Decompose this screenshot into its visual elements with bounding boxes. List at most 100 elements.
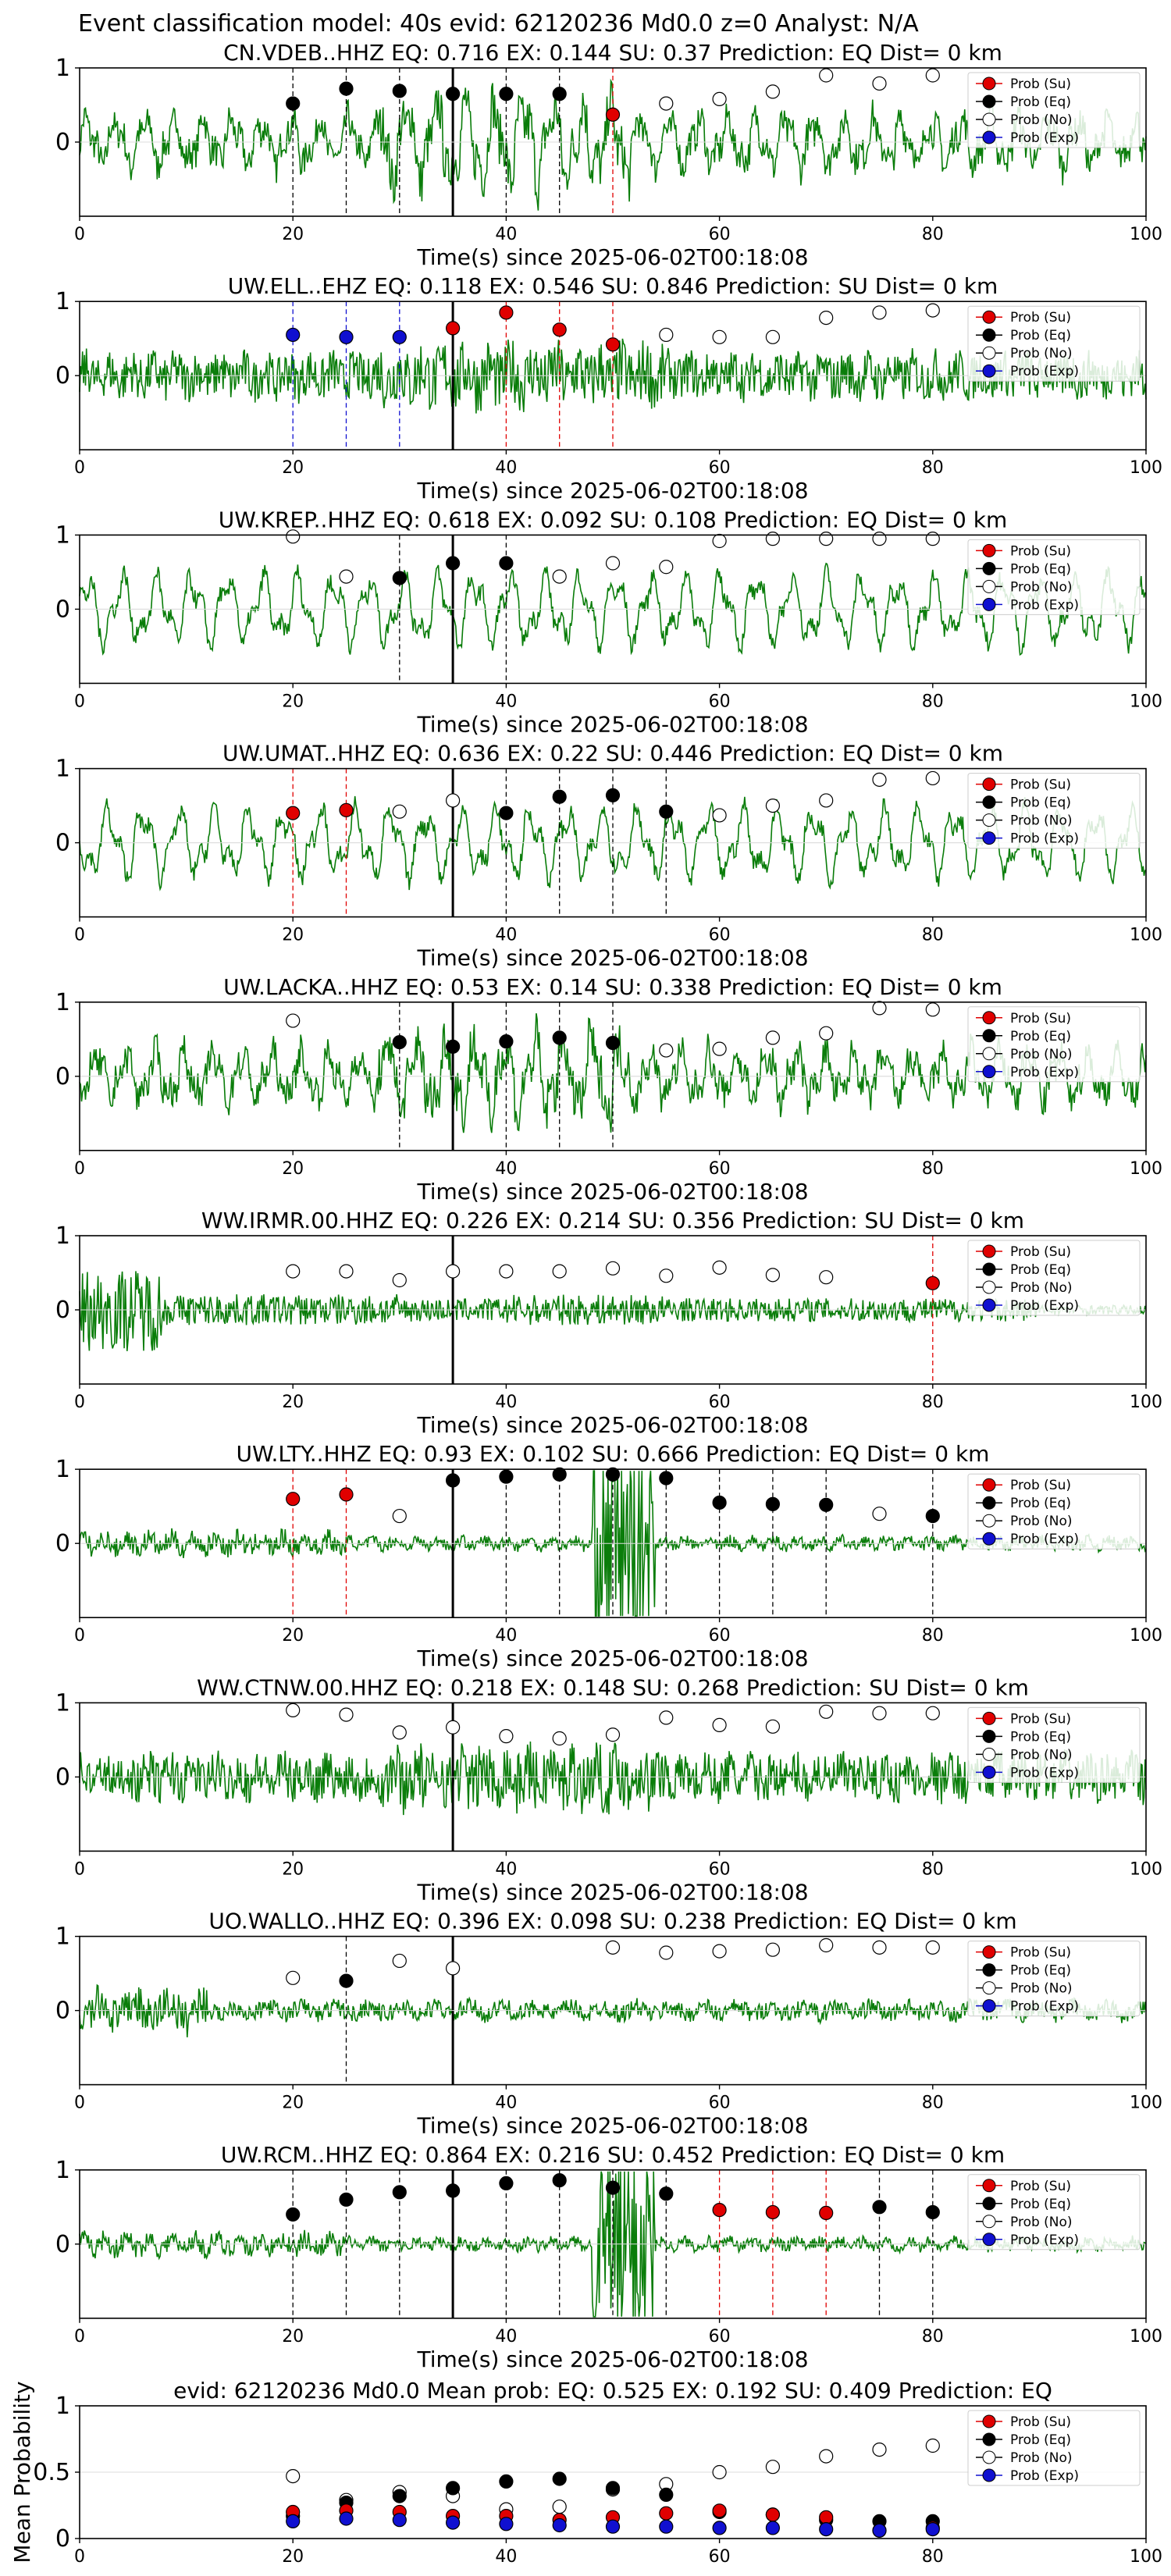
mean-prob-point-no: [765, 2460, 781, 2475]
legend-marker-no: [982, 813, 996, 827]
x-tick-label: 80: [922, 1859, 944, 1879]
legend-label: Prob (Exp): [1010, 1765, 1079, 1781]
mean-prob-point-exp: [819, 2522, 834, 2537]
prob-point-eq: [445, 1473, 461, 1488]
panel-title: WW.CTNW.00.HHZ EQ: 0.218 EX: 0.148 SU: 0…: [197, 1674, 1029, 1700]
mean-prob-point-eq: [552, 2471, 567, 2486]
mean-prob-point-su: [765, 2507, 781, 2522]
x-axis-label: Time(s) since 2025-06-02T00:18:08: [416, 1179, 808, 1204]
prob-point-eq: [819, 1497, 834, 1512]
prob-point-eq: [552, 87, 567, 101]
prob-point-no: [499, 1264, 514, 1279]
prob-point-no: [925, 68, 940, 83]
legend-label: Prob (Exp): [1010, 364, 1079, 379]
mean-prob-point-eq: [605, 2481, 621, 2496]
legend-box: [967, 1706, 1141, 1783]
x-tick-label: 60: [709, 1393, 731, 1412]
x-tick-label: 80: [922, 2327, 944, 2347]
y-tick-label: 1: [55, 288, 70, 315]
legend-box: [967, 2174, 1141, 2250]
prob-point-no: [659, 1043, 674, 1058]
legend-label: Prob (No): [1010, 1514, 1073, 1529]
mean-prob-point-exp: [605, 2519, 621, 2534]
prob-point-eq: [339, 2192, 354, 2207]
x-tick-label: 0: [74, 1859, 85, 1879]
legend-marker-su: [982, 777, 996, 792]
x-tick-label: 60: [709, 1159, 731, 1179]
prob-point-no: [872, 532, 887, 546]
legend-label: Prob (Su): [1010, 1945, 1071, 1961]
prob-point-no: [925, 1002, 940, 1017]
legend-label: Prob (No): [1010, 1280, 1073, 1296]
legend-marker-exp: [982, 1765, 996, 1779]
legend-marker-su: [982, 2179, 996, 2193]
x-tick-label: 20: [282, 458, 304, 478]
y-tick-label: 0: [55, 1297, 70, 1324]
legend-marker-eq: [982, 328, 996, 342]
prob-point-no: [712, 808, 727, 823]
prob-point-no: [445, 1720, 461, 1735]
y-axis-label: Mean Probability: [9, 2381, 35, 2563]
y-tick-label: 0: [55, 2525, 70, 2553]
legend-label: Prob (Su): [1010, 2179, 1071, 2194]
prob-point-no: [765, 1030, 781, 1045]
y-tick-label: 0: [55, 2231, 70, 2258]
x-tick-label: 20: [282, 1393, 304, 1412]
prob-point-eq: [872, 2200, 887, 2215]
x-tick-label: 80: [922, 458, 944, 478]
legend-marker-no: [982, 1514, 996, 1528]
x-tick-label: 0: [74, 1626, 85, 1646]
y-tick-label: 0.5: [33, 2459, 70, 2486]
legend-label: Prob (Eq): [1010, 795, 1071, 811]
panel-title: UW.KREP..HHZ EQ: 0.618 EX: 0.092 SU: 0.1…: [219, 507, 1007, 532]
x-tick-label: 60: [709, 926, 731, 945]
panel-title: UO.WALLO..HHZ EQ: 0.396 EX: 0.098 SU: 0.…: [208, 1909, 1016, 1934]
prob-point-no: [392, 1725, 407, 1740]
x-tick-label: 100: [1130, 2547, 1162, 2567]
prob-point-eq: [499, 806, 514, 820]
prob-point-su: [339, 1487, 354, 1502]
legend-marker-no: [982, 346, 996, 360]
legend-marker-su: [982, 76, 996, 91]
prob-point-no: [925, 532, 940, 546]
legend-label: Prob (No): [1010, 579, 1073, 595]
legend-marker-no: [982, 2215, 996, 2229]
legend-marker-su: [982, 310, 996, 324]
legend-label: Prob (No): [1010, 112, 1073, 128]
legend-box: [967, 1941, 1141, 2017]
x-tick-label: 100: [1130, 1859, 1162, 1879]
y-tick-label: 1: [55, 1923, 70, 1951]
prob-point-no: [819, 311, 834, 326]
x-tick-label: 40: [495, 225, 517, 244]
prob-point-eq: [552, 1467, 567, 1482]
x-tick-label: 20: [282, 2327, 304, 2347]
mean-prob-point-eq: [499, 2474, 514, 2489]
legend-label: Prob (Eq): [1010, 1963, 1071, 1979]
legend-marker-no: [982, 1981, 996, 1995]
panel-title: WW.IRMR.00.HHZ EQ: 0.226 EX: 0.214 SU: 0…: [201, 1208, 1024, 1233]
legend-box: [967, 1006, 1141, 1083]
prob-point-no: [872, 1706, 887, 1720]
y-tick-label: 0: [55, 1530, 70, 1557]
y-tick-label: 1: [55, 756, 70, 783]
prob-point-eq: [499, 2176, 514, 2190]
prob-point-no: [872, 772, 887, 787]
legend-label: Prob (Exp): [1010, 1065, 1079, 1080]
legend-label: Prob (Su): [1010, 1478, 1071, 1493]
prob-point-no: [712, 1041, 727, 1056]
panel-title: evid: 62120236 Md0.0 Mean prob: EQ: 0.52…: [173, 2378, 1052, 2403]
x-axis-label: Time(s) since 2025-06-02T00:18:08: [416, 2347, 808, 2372]
prob-point-no: [339, 1264, 354, 1279]
prob-point-su: [286, 806, 301, 820]
y-tick-label: 1: [55, 55, 70, 82]
prob-point-no: [659, 1710, 674, 1725]
legend-label: Prob (Eq): [1010, 328, 1071, 343]
prob-point-no: [712, 533, 727, 549]
prob-point-no: [925, 303, 940, 318]
panel-1: UW.ELL..EHZ EQ: 0.118 EX: 0.546 SU: 0.84…: [55, 273, 1162, 503]
x-tick-label: 60: [709, 2094, 731, 2113]
legend-marker-eq: [982, 94, 996, 109]
prob-point-no: [819, 1704, 834, 1719]
prob-point-eq: [445, 87, 461, 101]
x-tick-label: 60: [709, 692, 731, 711]
